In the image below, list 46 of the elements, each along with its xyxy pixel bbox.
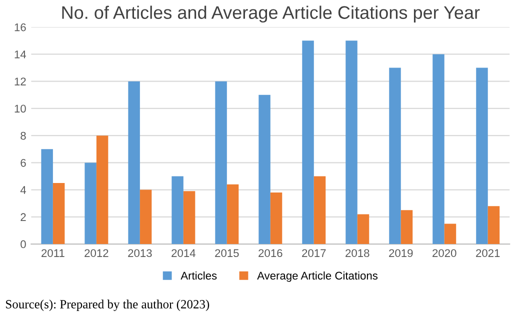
bar [270, 192, 282, 244]
bar [183, 191, 196, 244]
bar [346, 40, 358, 244]
bar [41, 149, 53, 244]
bar [357, 214, 370, 244]
bar [432, 54, 444, 244]
y-tick-label: 16 [14, 23, 26, 32]
bar [226, 184, 239, 244]
y-tick-label: 4 [20, 186, 26, 194]
y-tick-label: 0 [20, 240, 26, 248]
bar [258, 94, 270, 244]
x-tick-label: 2012 [84, 249, 108, 258]
bar [84, 162, 96, 244]
y-tick-label: 12 [14, 78, 26, 86]
bar [52, 183, 65, 244]
bar [302, 40, 314, 244]
x-tick-label: 2014 [172, 249, 196, 258]
y-tick-label: 10 [14, 104, 26, 113]
bar [172, 176, 184, 244]
chart-title: No. of Articles and Average Article Citations per Year [62, 6, 480, 23]
x-tick-label: 2020 [432, 249, 456, 258]
legend-label: Average Article Citations [257, 271, 378, 282]
source-note: Source(s): Prepared by the author (2023) [6, 300, 210, 312]
bar [389, 68, 401, 244]
x-tick-label: 2011 [42, 249, 64, 258]
legend-label: Articles [180, 271, 217, 280]
y-tick-label: 2 [20, 213, 26, 221]
x-tick-label: 2018 [346, 249, 370, 258]
x-tick-label: 2017 [302, 249, 326, 258]
x-tick-label: 2021 [476, 249, 500, 258]
x-tick-label: 2016 [258, 249, 282, 258]
y-tick-label: 6 [20, 158, 26, 167]
bar [314, 176, 326, 244]
bar [476, 68, 488, 244]
x-tick-label: 2019 [389, 249, 413, 258]
bar [488, 206, 500, 244]
bar [215, 81, 227, 244]
bar [140, 190, 152, 244]
bar [96, 136, 108, 244]
x-tick-label: 2015 [215, 249, 239, 258]
bar [128, 81, 140, 244]
x-tick-label: 2013 [128, 249, 152, 258]
bar [444, 224, 456, 244]
y-tick-label: 14 [14, 50, 26, 58]
y-tick-label: 8 [20, 132, 26, 140]
bar [400, 210, 413, 244]
